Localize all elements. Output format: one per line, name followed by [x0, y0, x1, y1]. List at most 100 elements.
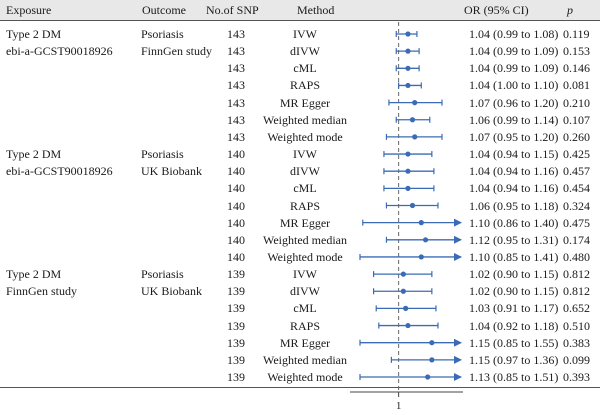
exposure-label: Type 2 DM	[6, 267, 62, 282]
or-ci-text: 1.04 (0.99 to 1.09)	[469, 44, 559, 59]
or-point	[405, 82, 411, 89]
method-label: IVW	[293, 27, 317, 41]
x-axis-tick-label: 1	[396, 400, 402, 412]
or-point	[418, 220, 424, 226]
method-label: cML	[293, 301, 317, 316]
method-label: IVW	[293, 147, 317, 161]
header-rule	[0, 20, 600, 21]
method-label: Weighted median	[262, 232, 347, 247]
nsnp-value: 140	[227, 232, 245, 247]
or-point	[400, 271, 406, 277]
or-point	[405, 168, 411, 174]
nsnp-value: 140	[227, 164, 245, 179]
nsnp-value: 139	[227, 352, 245, 367]
nsnp-value: 140	[227, 198, 245, 213]
exposure-label: FinnGen study	[6, 284, 78, 299]
or-ci-text: 1.04 (0.94 to 1.16)	[469, 164, 559, 179]
or-ci-text: 1.04 (0.99 to 1.09)	[469, 61, 559, 76]
header-exposure: Exposure	[6, 3, 52, 17]
p-value: 0.393	[563, 370, 590, 384]
or-ci-text: 1.15 (0.85 to 1.55)	[469, 335, 559, 350]
header-or: OR (95% CI)	[464, 3, 529, 17]
nsnp-value: 143	[227, 112, 245, 127]
p-value: 0.099	[563, 352, 590, 367]
or-ci-text: 1.04 (1.00 to 1.10)	[469, 78, 559, 93]
or-ci-text: 1.13 (0.85 to 1.51)	[469, 370, 559, 384]
table-bottom-rule	[0, 387, 600, 388]
or-point	[422, 237, 429, 243]
method-label: MR Egger	[279, 335, 331, 350]
exposure-label: ebi-a-GCST90018926	[6, 164, 113, 179]
or-point	[405, 185, 411, 191]
method-label: MR Egger	[279, 215, 331, 230]
or-point	[418, 254, 424, 260]
p-value: 0.119	[563, 27, 590, 41]
p-value: 0.812	[563, 284, 590, 299]
outcome-label: UK Biobank	[141, 164, 202, 179]
header-outcome: Outcome	[142, 3, 186, 17]
outcome-label: FinnGen study	[141, 44, 213, 59]
method-label: cML	[293, 61, 317, 76]
p-value: 0.425	[563, 147, 590, 161]
nsnp-value: 143	[227, 78, 245, 93]
or-ci-text: 1.06 (0.99 to 1.14)	[469, 112, 559, 127]
nsnp-value: 140	[227, 249, 245, 264]
nsnp-value: 140	[227, 215, 245, 230]
or-point	[409, 117, 416, 123]
method-label: dIVW	[290, 44, 320, 59]
method-label: MR Egger	[279, 95, 331, 110]
nsnp-value: 139	[227, 284, 245, 299]
method-label: Weighted mode	[267, 249, 343, 264]
p-value: 0.146	[563, 61, 590, 76]
or-ci-text: 1.04 (0.94 to 1.16)	[469, 181, 559, 196]
header-nsnp: No.of SNP	[206, 3, 259, 17]
nsnp-value: 139	[227, 370, 245, 384]
method-label: dIVW	[290, 284, 320, 299]
header-p: p	[567, 3, 573, 17]
or-point	[412, 134, 418, 140]
nsnp-value: 139	[227, 318, 245, 333]
method-label: Weighted median	[262, 352, 347, 367]
method-label: IVW	[293, 267, 317, 282]
or-ci-text: 1.15 (0.97 to 1.36)	[469, 352, 559, 367]
p-value: 0.210	[563, 95, 590, 110]
or-ci-text: 1.03 (0.91 to 1.17)	[469, 301, 559, 316]
p-value: 0.652	[563, 301, 590, 316]
or-ci-text: 1.02 (0.90 to 1.15)	[469, 267, 559, 282]
exposure-label: Type 2 DM	[6, 147, 62, 161]
method-label: RAPS	[289, 318, 321, 333]
nsnp-value: 143	[227, 129, 245, 144]
p-value: 0.153	[563, 44, 590, 59]
or-point	[429, 340, 435, 346]
method-label: Weighted mode	[267, 370, 343, 384]
or-ci-text: 1.06 (0.95 to 1.18)	[469, 198, 559, 213]
nsnp-value: 140	[227, 147, 245, 161]
or-ci-text: 1.02 (0.90 to 1.15)	[469, 284, 559, 299]
outcome-label: Psoriasis	[141, 27, 184, 41]
or-point	[405, 65, 411, 71]
or-point	[403, 305, 409, 311]
or-point	[405, 151, 411, 157]
or-ci-text: 1.12 (0.95 to 1.31)	[469, 232, 559, 247]
nsnp-value: 140	[227, 181, 245, 196]
method-label: RAPS	[289, 198, 321, 213]
nsnp-value: 139	[227, 335, 245, 350]
p-value: 0.107	[563, 112, 590, 127]
method-label: cML	[293, 181, 317, 196]
or-point	[405, 322, 411, 329]
or-point	[400, 288, 406, 294]
p-value: 0.260	[563, 129, 590, 144]
p-value: 0.383	[563, 335, 590, 350]
p-value: 0.454	[563, 181, 590, 196]
or-point	[412, 100, 418, 106]
outcome-label: UK Biobank	[141, 284, 202, 299]
method-label: RAPS	[289, 78, 321, 93]
or-ci-text: 1.04 (0.99 to 1.08)	[469, 27, 559, 41]
or-ci-text: 1.10 (0.86 to 1.40)	[469, 215, 559, 230]
or-ci-text: 1.04 (0.94 to 1.15)	[469, 147, 559, 161]
method-label: dIVW	[290, 164, 320, 179]
p-value: 0.510	[563, 318, 590, 333]
exposure-label: ebi-a-GCST90018926	[6, 44, 113, 59]
p-value: 0.174	[563, 232, 590, 247]
